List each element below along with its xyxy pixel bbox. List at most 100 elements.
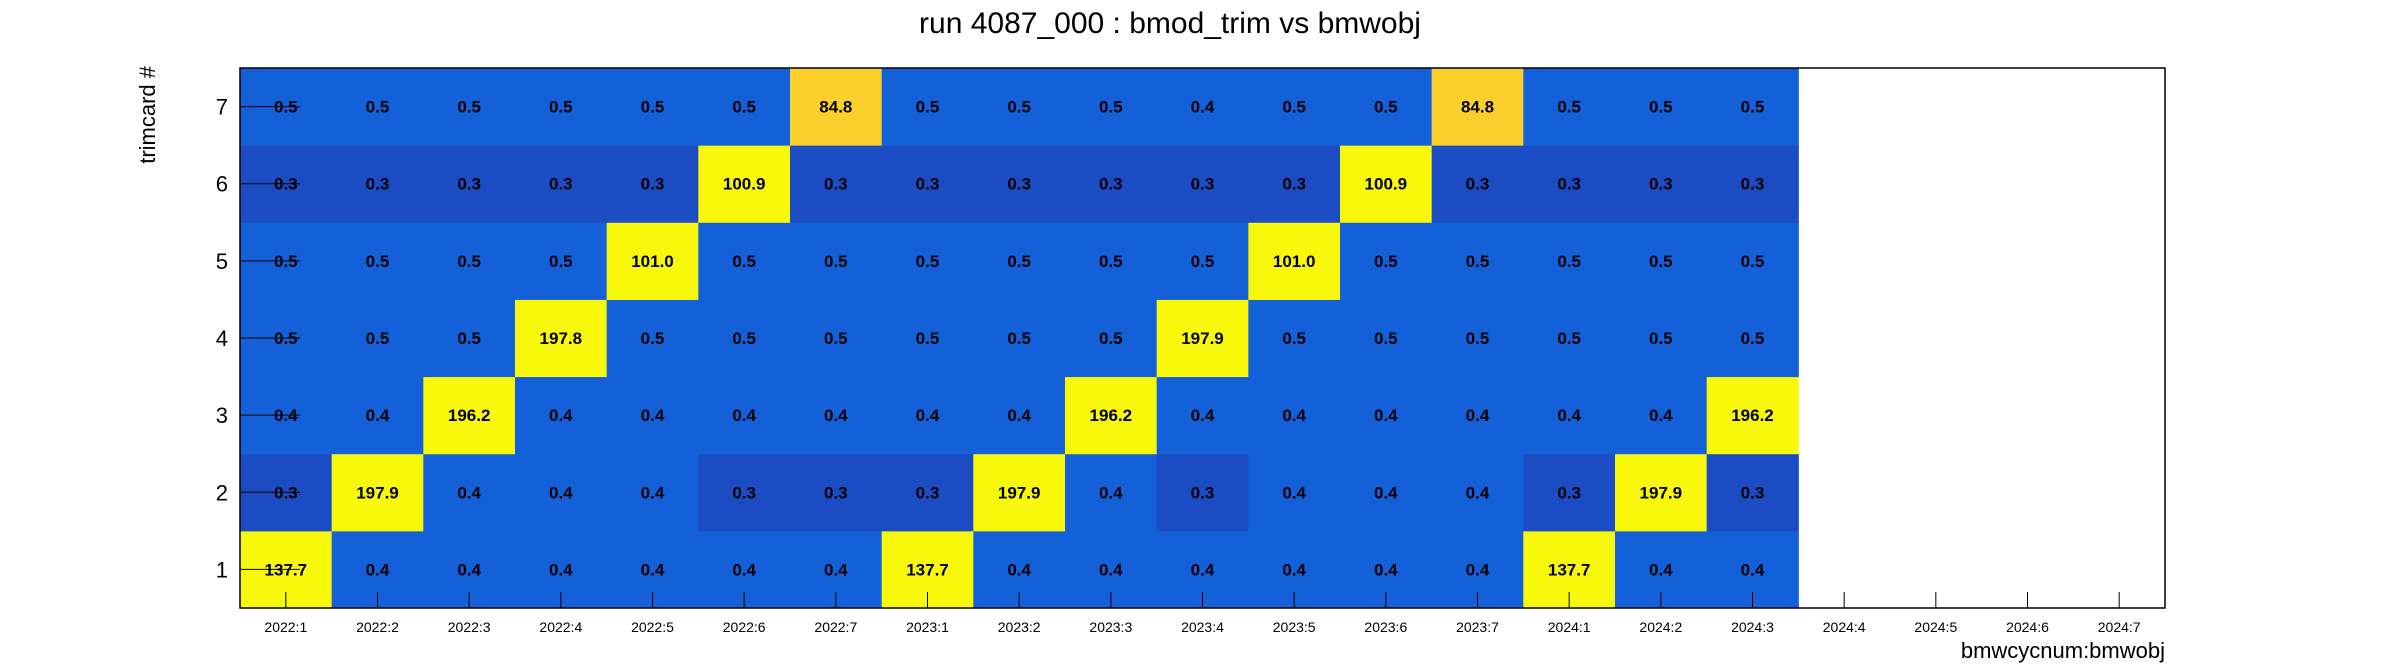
- heatmap-cell: [973, 222, 1066, 300]
- cell-value-label: 0.3: [1649, 175, 1673, 194]
- heatmap-cell: [1340, 68, 1433, 146]
- y-tick-label: 7: [216, 95, 228, 120]
- cell-value-label: 137.7: [1548, 560, 1591, 579]
- x-tick-label: 2022:1: [264, 619, 307, 635]
- heatmap-cell: [973, 299, 1066, 378]
- cell-value-label: 0.3: [366, 175, 390, 194]
- heatmap-cell: [1248, 376, 1341, 455]
- cell-value-label: 0.5: [1007, 329, 1031, 348]
- cell-value-label: 0.5: [1191, 252, 1215, 271]
- heatmap-cell: [1340, 222, 1433, 300]
- heatmap-cell: [1431, 222, 1524, 300]
- cell-value-label: 0.5: [641, 98, 665, 117]
- cell-value-label: 0.5: [1649, 329, 1673, 348]
- cell-value-label: 0.4: [732, 560, 756, 579]
- heatmap-cell: [1065, 222, 1158, 300]
- heatmap-cell: [881, 145, 974, 223]
- cell-value-label: 197.8: [540, 329, 583, 348]
- heatmap-cell: [1615, 453, 1708, 532]
- x-tick-label: 2024:4: [1823, 619, 1866, 635]
- heatmap-cell: [1523, 299, 1616, 378]
- heatmap-cell: [1156, 145, 1249, 223]
- cell-value-label: 0.5: [549, 252, 573, 271]
- heatmap-cell: [606, 453, 699, 532]
- heatmap-cell: [881, 68, 974, 146]
- cell-value-label: 0.5: [732, 329, 756, 348]
- cell-value-label: 0.5: [1007, 252, 1031, 271]
- heatmap-cell: [973, 145, 1066, 223]
- heatmap-cell: [1431, 299, 1524, 378]
- cell-value-label: 0.4: [641, 483, 665, 502]
- x-tick-label: 2024:1: [1548, 619, 1591, 635]
- cell-value-label: 0.4: [732, 406, 756, 425]
- heatmap-cell: [423, 222, 516, 300]
- cell-value-label: 0.5: [1099, 252, 1123, 271]
- heatmap-cell: [790, 68, 883, 146]
- cell-value-label: 197.9: [998, 483, 1041, 502]
- x-tick-label: 2024:6: [2006, 619, 2049, 635]
- heatmap-cell: [515, 376, 608, 455]
- cell-value-label: 0.4: [1649, 560, 1673, 579]
- cell-value-label: 0.5: [1466, 329, 1490, 348]
- cell-value-label: 0.5: [366, 98, 390, 117]
- heatmap-cell: [1523, 376, 1616, 455]
- heatmap-cell: [1615, 222, 1708, 300]
- cell-value-label: 0.4: [824, 406, 848, 425]
- heatmap-cell: [606, 145, 699, 223]
- heatmap-cell: [1156, 453, 1249, 532]
- heatmap-cell: [1523, 222, 1616, 300]
- cell-value-label: 0.4: [1557, 406, 1581, 425]
- heatmap-cell: [331, 68, 424, 146]
- heatmap-cell: [1340, 453, 1433, 532]
- x-tick-label: 2023:2: [998, 619, 1041, 635]
- heatmap-cell: [1065, 299, 1158, 378]
- cell-value-label: 0.3: [1191, 483, 1215, 502]
- cell-value-label: 0.5: [916, 98, 940, 117]
- cell-value-label: 0.3: [824, 175, 848, 194]
- x-tick-label: 2023:3: [1089, 619, 1132, 635]
- cell-value-label: 197.9: [1181, 329, 1224, 348]
- y-axis-label: trimcard #: [135, 65, 160, 164]
- heatmap-cell: [331, 145, 424, 223]
- cell-value-label: 0.5: [732, 252, 756, 271]
- heatmap-cell: [973, 453, 1066, 532]
- heatmap-cell: [790, 299, 883, 378]
- heatmap-cell: [1248, 222, 1341, 300]
- heatmap-cell: [1523, 453, 1616, 532]
- cell-value-label: 100.9: [1365, 175, 1408, 194]
- cell-value-label: 0.5: [1741, 329, 1765, 348]
- cell-value-label: 0.5: [1649, 252, 1673, 271]
- heatmap-cell: [331, 222, 424, 300]
- heatmap-cell: [1248, 145, 1341, 223]
- cell-value-label: 0.3: [1741, 175, 1765, 194]
- heatmap-cell: [1706, 453, 1799, 532]
- y-tick-label: 4: [216, 326, 228, 351]
- heatmap-cell: [606, 376, 699, 455]
- y-tick-label: 6: [216, 172, 228, 197]
- heatmap-cell: [1431, 145, 1524, 223]
- cell-value-label: 0.4: [366, 406, 390, 425]
- heatmap-cell: [698, 68, 791, 146]
- cell-value-label: 0.5: [732, 98, 756, 117]
- x-tick-label: 2024:5: [1914, 619, 1957, 635]
- cell-value-label: 0.3: [1741, 483, 1765, 502]
- cell-value-label: 0.5: [1282, 98, 1306, 117]
- cell-value-label: 0.4: [366, 560, 390, 579]
- heatmap-cell: [790, 453, 883, 532]
- cell-value-label: 0.5: [1557, 252, 1581, 271]
- heatmap-cell: [606, 222, 699, 300]
- cell-value-label: 0.5: [1099, 98, 1123, 117]
- heatmap-cell: [1615, 376, 1708, 455]
- heatmap-cell: [1156, 222, 1249, 300]
- heatmap-cell: [515, 453, 608, 532]
- y-tick-label: 5: [216, 249, 228, 274]
- heatmap-cell: [790, 376, 883, 455]
- x-tick-label: 2024:3: [1731, 619, 1774, 635]
- cell-value-label: 0.5: [916, 252, 940, 271]
- heatmap-cell: [698, 222, 791, 300]
- cell-value-label: 0.4: [457, 483, 481, 502]
- heatmap-cell: [1065, 68, 1158, 146]
- cell-value-label: 0.5: [1099, 329, 1123, 348]
- heatmap-cell: [1065, 145, 1158, 223]
